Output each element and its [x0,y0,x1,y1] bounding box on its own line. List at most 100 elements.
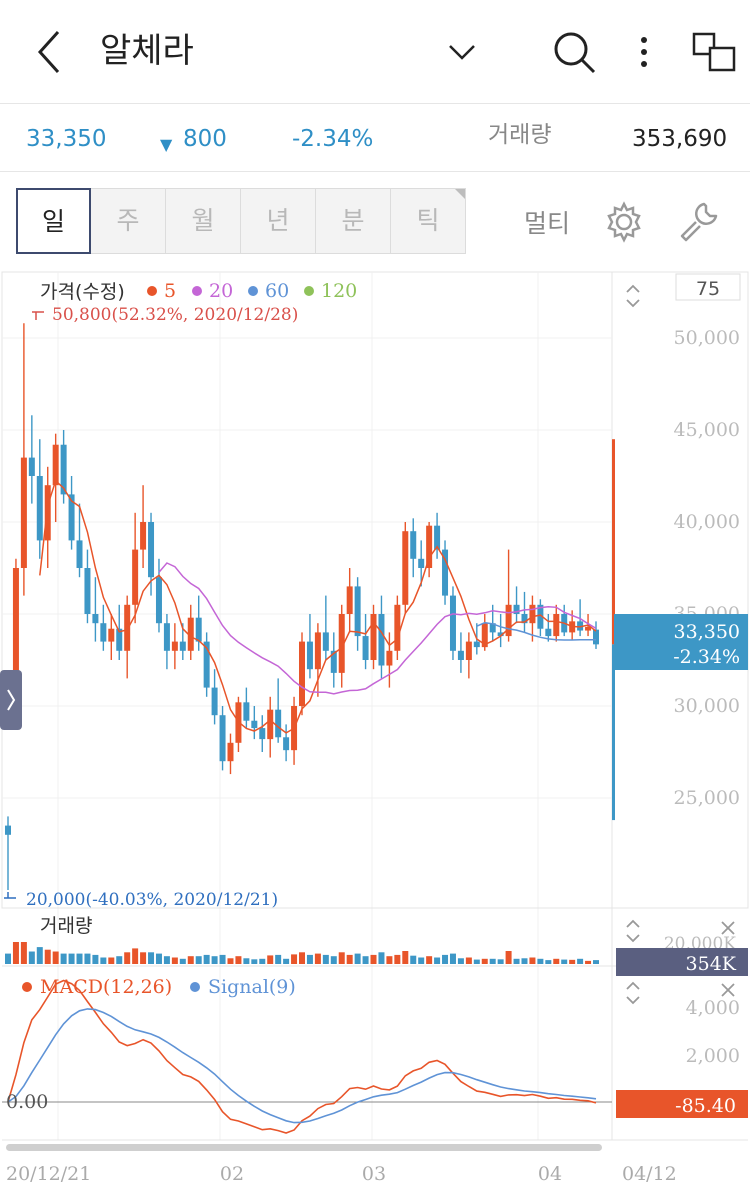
settings-gear-icon[interactable] [600,198,648,246]
candle [100,604,107,651]
today-range-up [612,439,615,645]
volume-badge [616,948,748,976]
candle [76,503,83,578]
volume-value: 353,690 [632,126,728,152]
quote-summary: 33,350 ▼ 800 -2.34% 거래량 353,690 [0,104,750,172]
stock-title[interactable]: 알체라 [100,31,194,71]
ma-label: 5 [164,280,176,302]
volume-bar [473,959,480,964]
candle [449,586,456,660]
volume-bar [481,958,488,964]
candle [410,518,417,578]
wrench-icon[interactable] [674,196,724,246]
volume-bar [505,951,512,964]
candle [36,439,43,559]
tab-5[interactable]: 틱 [391,188,466,254]
chevron-down-icon[interactable] [434,24,490,80]
volume-badge-value: 354K [686,953,737,975]
candle [52,433,59,522]
volume-bar [513,958,520,964]
candle [211,669,218,725]
ma-label: 60 [265,280,289,302]
search-icon[interactable] [546,24,602,80]
today-range-down [612,644,615,821]
candle [322,595,329,660]
candle [314,623,321,697]
volume-expand-icon[interactable] [626,919,640,943]
volume-bar [124,952,131,964]
candle [545,614,552,642]
x-axis-tick: 04 [538,1163,562,1185]
candle [561,604,568,637]
volume-bar [227,958,234,964]
expand-collapse-icon[interactable] [626,284,640,308]
bars-visible-count[interactable]: 75 [696,278,720,300]
candle [521,591,528,633]
more-vertical-icon[interactable] [616,24,672,80]
chart-area[interactable]: 가격(수정) 5 20 60 120 50,800(52.32%, 2020/12/2… [0,270,750,1203]
candle [132,512,139,624]
candle [442,540,449,605]
volume-bar [76,953,83,964]
volume-bar [148,952,155,964]
macd-expand-icon[interactable] [626,981,640,1005]
price-y-tick: 40,000 [674,511,740,533]
volume-bar [219,954,226,964]
x-axis-tick: 03 [362,1163,386,1185]
volume-bar [60,953,67,964]
macd-badge-value: -85.40 [675,1095,736,1117]
volume-bar [108,957,115,964]
candle [28,415,35,504]
volume-bar [243,958,250,964]
candle [203,632,210,697]
macd-y-tick: 2,000 [686,1045,740,1067]
macd-close-icon[interactable] [721,983,735,997]
stock-chart[interactable]: 가격(수정) 5 20 60 120 50,800(52.32%, 2020/12/2… [0,270,750,1203]
back-arrow-icon[interactable] [28,26,74,78]
candle [402,522,409,614]
candle [426,522,433,578]
volume-bar [386,956,393,964]
candle [513,586,520,624]
volume-bar [569,959,576,964]
window-switch-icon[interactable] [688,24,744,80]
tab-2[interactable]: 월 [166,188,241,254]
ma-label: 120 [321,280,357,302]
chevron-right-icon[interactable] [7,689,16,711]
volume-bar [553,958,560,964]
candle [187,604,194,660]
macd-line [7,979,597,1134]
signal-legend-label: Signal(9) [208,976,296,998]
macd-legend-label: MACD(12,26) [40,976,172,998]
volume-bar [132,948,139,964]
ma60-line [476,621,597,641]
volume-bar [434,957,441,964]
current-price: 33,350 [26,126,107,152]
tab-0[interactable]: 일 [16,188,91,254]
candle [195,595,202,651]
candle [283,724,290,762]
multi-chart-button[interactable]: 멀티 [524,209,571,238]
volume-bar [322,954,329,964]
high-marker-icon [32,311,44,320]
volume-panel-title: 거래량 [40,915,92,937]
volume-bar [299,952,305,964]
candle [5,816,11,890]
price-y-tick: 50,000 [674,327,740,349]
candle [306,614,313,679]
bars-visible-box[interactable] [675,273,741,301]
ma-dot [192,286,202,296]
tab-1[interactable]: 주 [91,188,166,254]
volume-close-icon[interactable] [721,921,735,935]
volume-bar [370,954,377,964]
side-panel-tab[interactable] [0,670,22,730]
tab-4[interactable]: 분 [316,188,391,254]
chart-scrollbar[interactable] [6,1144,602,1151]
volume-bar [330,956,337,964]
tab-3[interactable]: 년 [241,188,316,254]
macd-y-tick: 4,000 [686,997,740,1019]
macd-badge [616,1090,748,1118]
volume-bar [465,957,472,964]
volume-bar [291,954,298,964]
